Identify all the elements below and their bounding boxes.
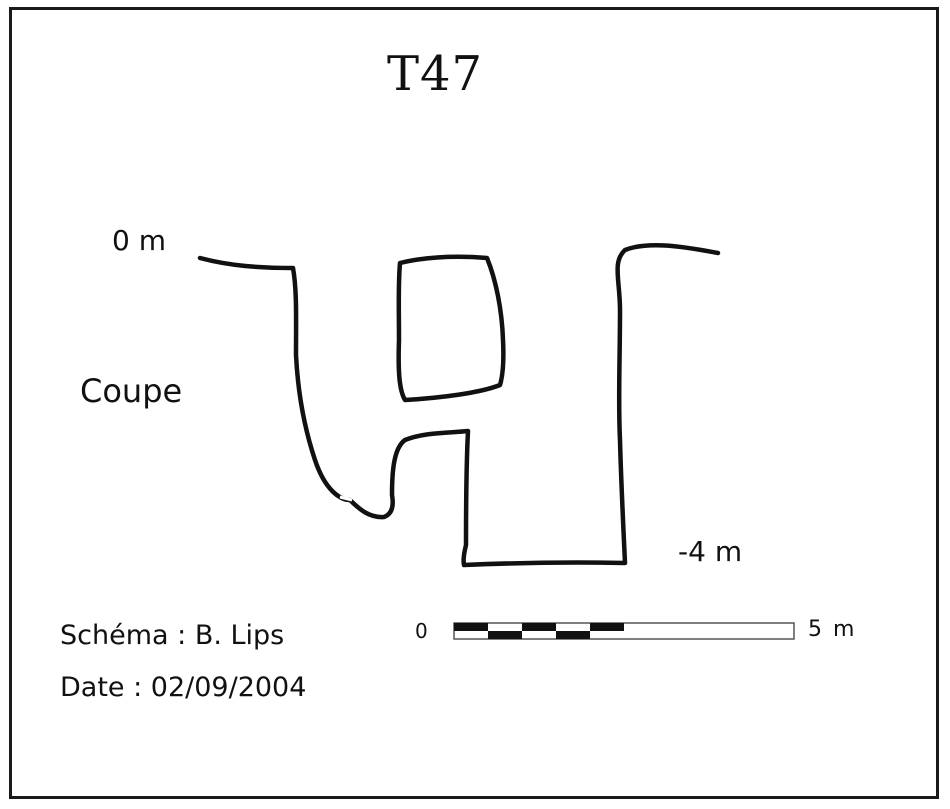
- view-type-label: Coupe: [80, 372, 183, 410]
- scale-start-label: 0: [415, 619, 428, 643]
- survey-date: Date : 02/09/2004: [60, 672, 307, 703]
- rock-pillar: [396, 254, 506, 403]
- scale-segment-top-1: [454, 623, 488, 631]
- scale-segment-bottom-1: [488, 631, 522, 639]
- depth-label-top: 0 m: [112, 224, 166, 257]
- survey-title: T47: [386, 46, 484, 102]
- scale-segment-top-2: [522, 623, 556, 631]
- cave-outline-notch: [339, 495, 353, 502]
- scale-segment-bottom-2: [556, 631, 590, 639]
- author-credit: Schéma : B. Lips: [60, 620, 285, 651]
- scale-segment-top-3: [590, 623, 624, 631]
- scale-bar: [453, 622, 795, 640]
- scale-end-label: 5 m: [808, 617, 857, 642]
- drawing-frame: [9, 7, 939, 799]
- cave-outline-main: [197, 243, 721, 568]
- depth-label-bottom: -4 m: [678, 535, 743, 568]
